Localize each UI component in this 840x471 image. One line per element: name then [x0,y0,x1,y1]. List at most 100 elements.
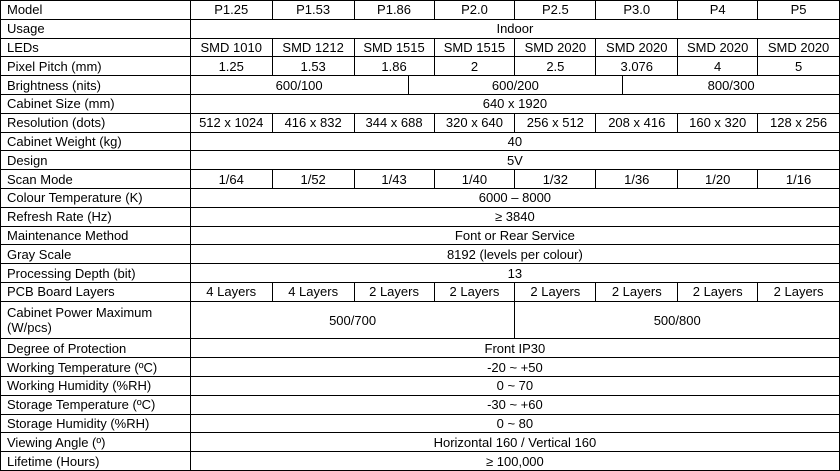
table-row: PCB Board Layers 4 Layers 4 Layers 2 Layers… [1,282,840,302]
row-label: Maintenance Method [1,226,191,246]
row-label: Degree of Protection [1,339,191,359]
table-cell: 512 x 1024 [190,113,273,133]
table-row: Processing Depth (bit) 13 [1,264,840,283]
table-cell: P2.5 [515,1,597,20]
table-cell: P1.53 [272,1,355,20]
row-label: Resolution (dots) [1,113,191,133]
table-cell: 1/40 [434,170,516,189]
table-cell: 0 ~ 70 [190,376,840,396]
table-row: Refresh Rate (Hz) ≥ 3840 [1,207,840,227]
table-cell: 40 [190,132,840,152]
table-cell: 160 x 320 [678,113,759,133]
table-cell: 600/100 [190,76,409,95]
table-row: Cabinet Power Maximum (W/pcs) 500/700 500/… [1,301,840,340]
table-cell: SMD 1010 [190,38,273,58]
table-row: Working Humidity (%RH) 0 ~ 70 [1,376,840,396]
table-cell: 4 Layers [272,282,355,302]
row-label: Working Temperature (ºC) [1,358,191,377]
table-cell: 640 x 1920 [190,94,840,114]
table-row: Brightness (nits) 600/100 600/200 800/300 [1,76,840,95]
table-row: Lifetime (Hours) ≥ 100,000 [1,452,840,471]
table-cell: 208 x 416 [596,113,679,133]
row-label: Usage [1,19,191,39]
row-label: PCB Board Layers [1,282,191,302]
table-cell: 128 x 256 [758,113,840,133]
table-cell: 500/800 [515,301,840,340]
table-cell: 6000 – 8000 [190,188,840,208]
table-row: Scan Mode 1/64 1/52 1/43 1/40 1/32 1/36 1/20 1/1… [1,170,840,189]
row-label: Lifetime (Hours) [1,452,191,471]
table-cell: 2 [434,57,516,77]
table-cell: 500/700 [190,301,516,340]
row-label: Design [1,151,191,171]
row-label: Processing Depth (bit) [1,264,191,283]
table-cell: SMD 2020 [515,38,597,58]
table-cell: ≥ 3840 [190,207,840,227]
table-cell: 2 Layers [596,282,679,302]
table-cell: 1/36 [596,170,679,189]
row-label: Viewing Angle (º) [1,433,191,453]
row-label: Storage Humidity (%RH) [1,414,191,434]
table-cell: 1.53 [272,57,355,77]
table-cell: SMD 1212 [272,38,355,58]
table-cell: 1.25 [190,57,273,77]
row-label: Colour Temperature (K) [1,188,191,208]
table-cell: -30 ~ +60 [190,395,840,415]
table-row: Model P1.25 P1.53 P1.86 P2.0 P2.5 P3.0 P4 P5 [1,1,840,20]
table-cell: 1/52 [272,170,355,189]
row-label: Brightness (nits) [1,76,191,95]
table-cell: SMD 2020 [596,38,679,58]
table-row: Degree of Protection Front IP30 [1,339,840,359]
table-row: Storage Temperature (ºC) -30 ~ +60 [1,395,840,415]
row-label: Model [1,1,191,20]
table-row: Viewing Angle (º) Horizontal 160 / Vertic… [1,433,840,453]
table-cell: 800/300 [623,76,840,95]
row-label: Working Humidity (%RH) [1,376,191,396]
table-cell: 2 Layers [354,282,435,302]
table-row: Usage Indoor [1,19,840,39]
table-cell: P1.86 [354,1,435,20]
row-label: Pixel Pitch (mm) [1,57,191,77]
table-cell: 2.5 [515,57,597,77]
table-cell: P2.0 [434,1,516,20]
table-cell: P3.0 [596,1,679,20]
table-row: Working Temperature (ºC) -20 ~ +50 [1,358,840,377]
table-cell: P5 [758,1,840,20]
table-cell: SMD 2020 [758,38,840,58]
table-cell: 4 Layers [190,282,273,302]
table-cell: 13 [190,264,840,283]
table-cell: 2 Layers [515,282,597,302]
table-cell: 320 x 640 [434,113,516,133]
table-row: Storage Humidity (%RH) 0 ~ 80 [1,414,840,434]
table-cell: 2 Layers [434,282,516,302]
table-cell: 344 x 688 [354,113,435,133]
row-label: Storage Temperature (ºC) [1,395,191,415]
table-cell: 1/64 [190,170,273,189]
table-cell: 600/200 [408,76,624,95]
table-cell: 416 x 832 [272,113,355,133]
row-label: LEDs [1,38,191,58]
table-row: LEDs SMD 1010 SMD 1212 SMD 1515 SMD 1515 SMD … [1,38,840,58]
table-cell: SMD 1515 [354,38,435,58]
table-row: Resolution (dots) 512 x 1024 416 x 832 344 … [1,113,840,133]
table-row: Maintenance Method Font or Rear Service [1,226,840,246]
row-label: Gray Scale [1,245,191,265]
table-row: Cabinet Weight (kg) 40 [1,132,840,152]
table-cell: 5V [190,151,840,171]
table-cell: 2 Layers [758,282,840,302]
table-cell: P4 [678,1,759,20]
table-cell: 3.076 [596,57,679,77]
row-label: Cabinet Weight (kg) [1,132,191,152]
table-cell: 1/20 [678,170,759,189]
table-cell: 8192 (levels per colour) [190,245,840,265]
table-cell: Font or Rear Service [190,226,840,246]
table-cell: 1/32 [515,170,597,189]
table-cell: P1.25 [190,1,273,20]
table-cell: Horizontal 160 / Vertical 160 [190,433,840,453]
table-row: Cabinet Size (mm) 640 x 1920 [1,94,840,114]
table-row: Colour Temperature (K) 6000 – 8000 [1,188,840,208]
table-cell: ≥ 100,000 [190,452,840,471]
table-cell: 2 Layers [678,282,759,302]
table-row: Gray Scale 8192 (levels per colour) [1,245,840,265]
